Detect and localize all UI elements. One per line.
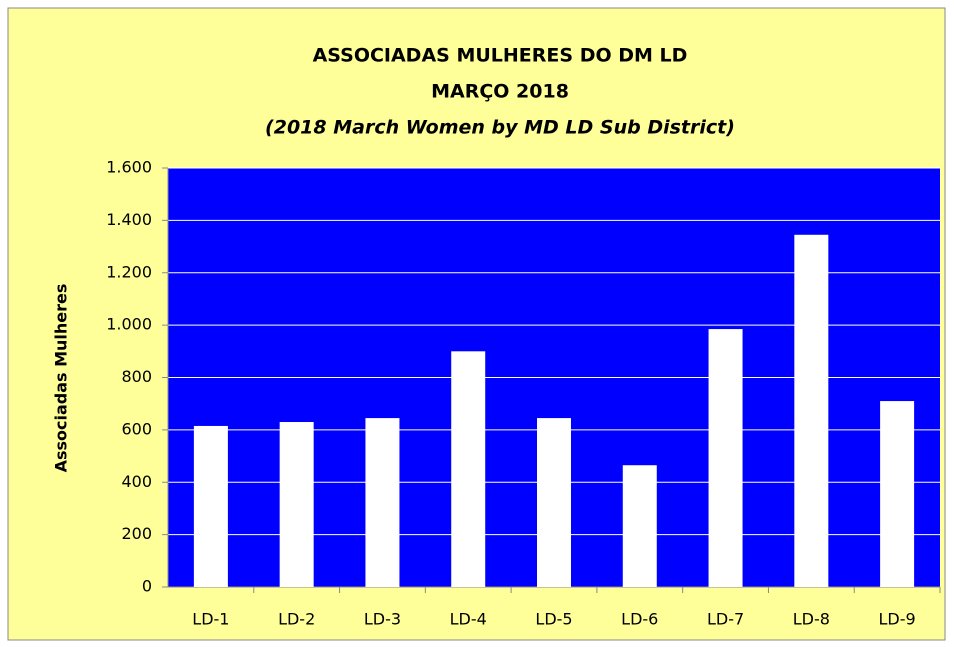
y-tick-label: 200 <box>121 524 152 543</box>
x-tick-label: LD-3 <box>364 610 401 629</box>
bar <box>708 329 743 587</box>
y-axis-label: Associadas Mulheres <box>52 284 71 473</box>
x-tick-label: LD-7 <box>707 610 744 629</box>
x-tick-label: LD-8 <box>793 610 830 629</box>
y-tick-label: 1.400 <box>106 210 152 229</box>
x-tick-label: LD-6 <box>621 610 658 629</box>
bar <box>451 351 486 587</box>
y-tick-label: 1.200 <box>106 262 152 281</box>
bar <box>193 425 228 587</box>
x-tick-label: LD-1 <box>192 610 229 629</box>
bar <box>279 422 314 587</box>
x-tick-label: LD-9 <box>879 610 916 629</box>
y-tick-label: 400 <box>121 472 152 491</box>
chart-subtitle: MARÇO 2018 <box>431 81 569 103</box>
y-tick-label: 0 <box>142 577 152 596</box>
bar <box>880 401 915 587</box>
x-tick-label: LD-5 <box>535 610 572 629</box>
y-tick-label: 800 <box>121 367 152 386</box>
bar <box>365 418 400 587</box>
x-tick-label: LD-4 <box>450 610 487 629</box>
bar <box>622 465 657 587</box>
y-tick-label: 1.000 <box>106 315 152 334</box>
x-tick-label: LD-2 <box>278 610 315 629</box>
bar <box>537 418 571 587</box>
y-tick-label: 600 <box>121 419 152 438</box>
chart-subtitle: (2018 March Women by MD LD Sub District) <box>265 117 735 139</box>
bar <box>794 234 829 587</box>
y-tick-label: 1.600 <box>106 158 152 177</box>
chart-title: ASSOCIADAS MULHERES DO DM LD <box>313 45 688 67</box>
